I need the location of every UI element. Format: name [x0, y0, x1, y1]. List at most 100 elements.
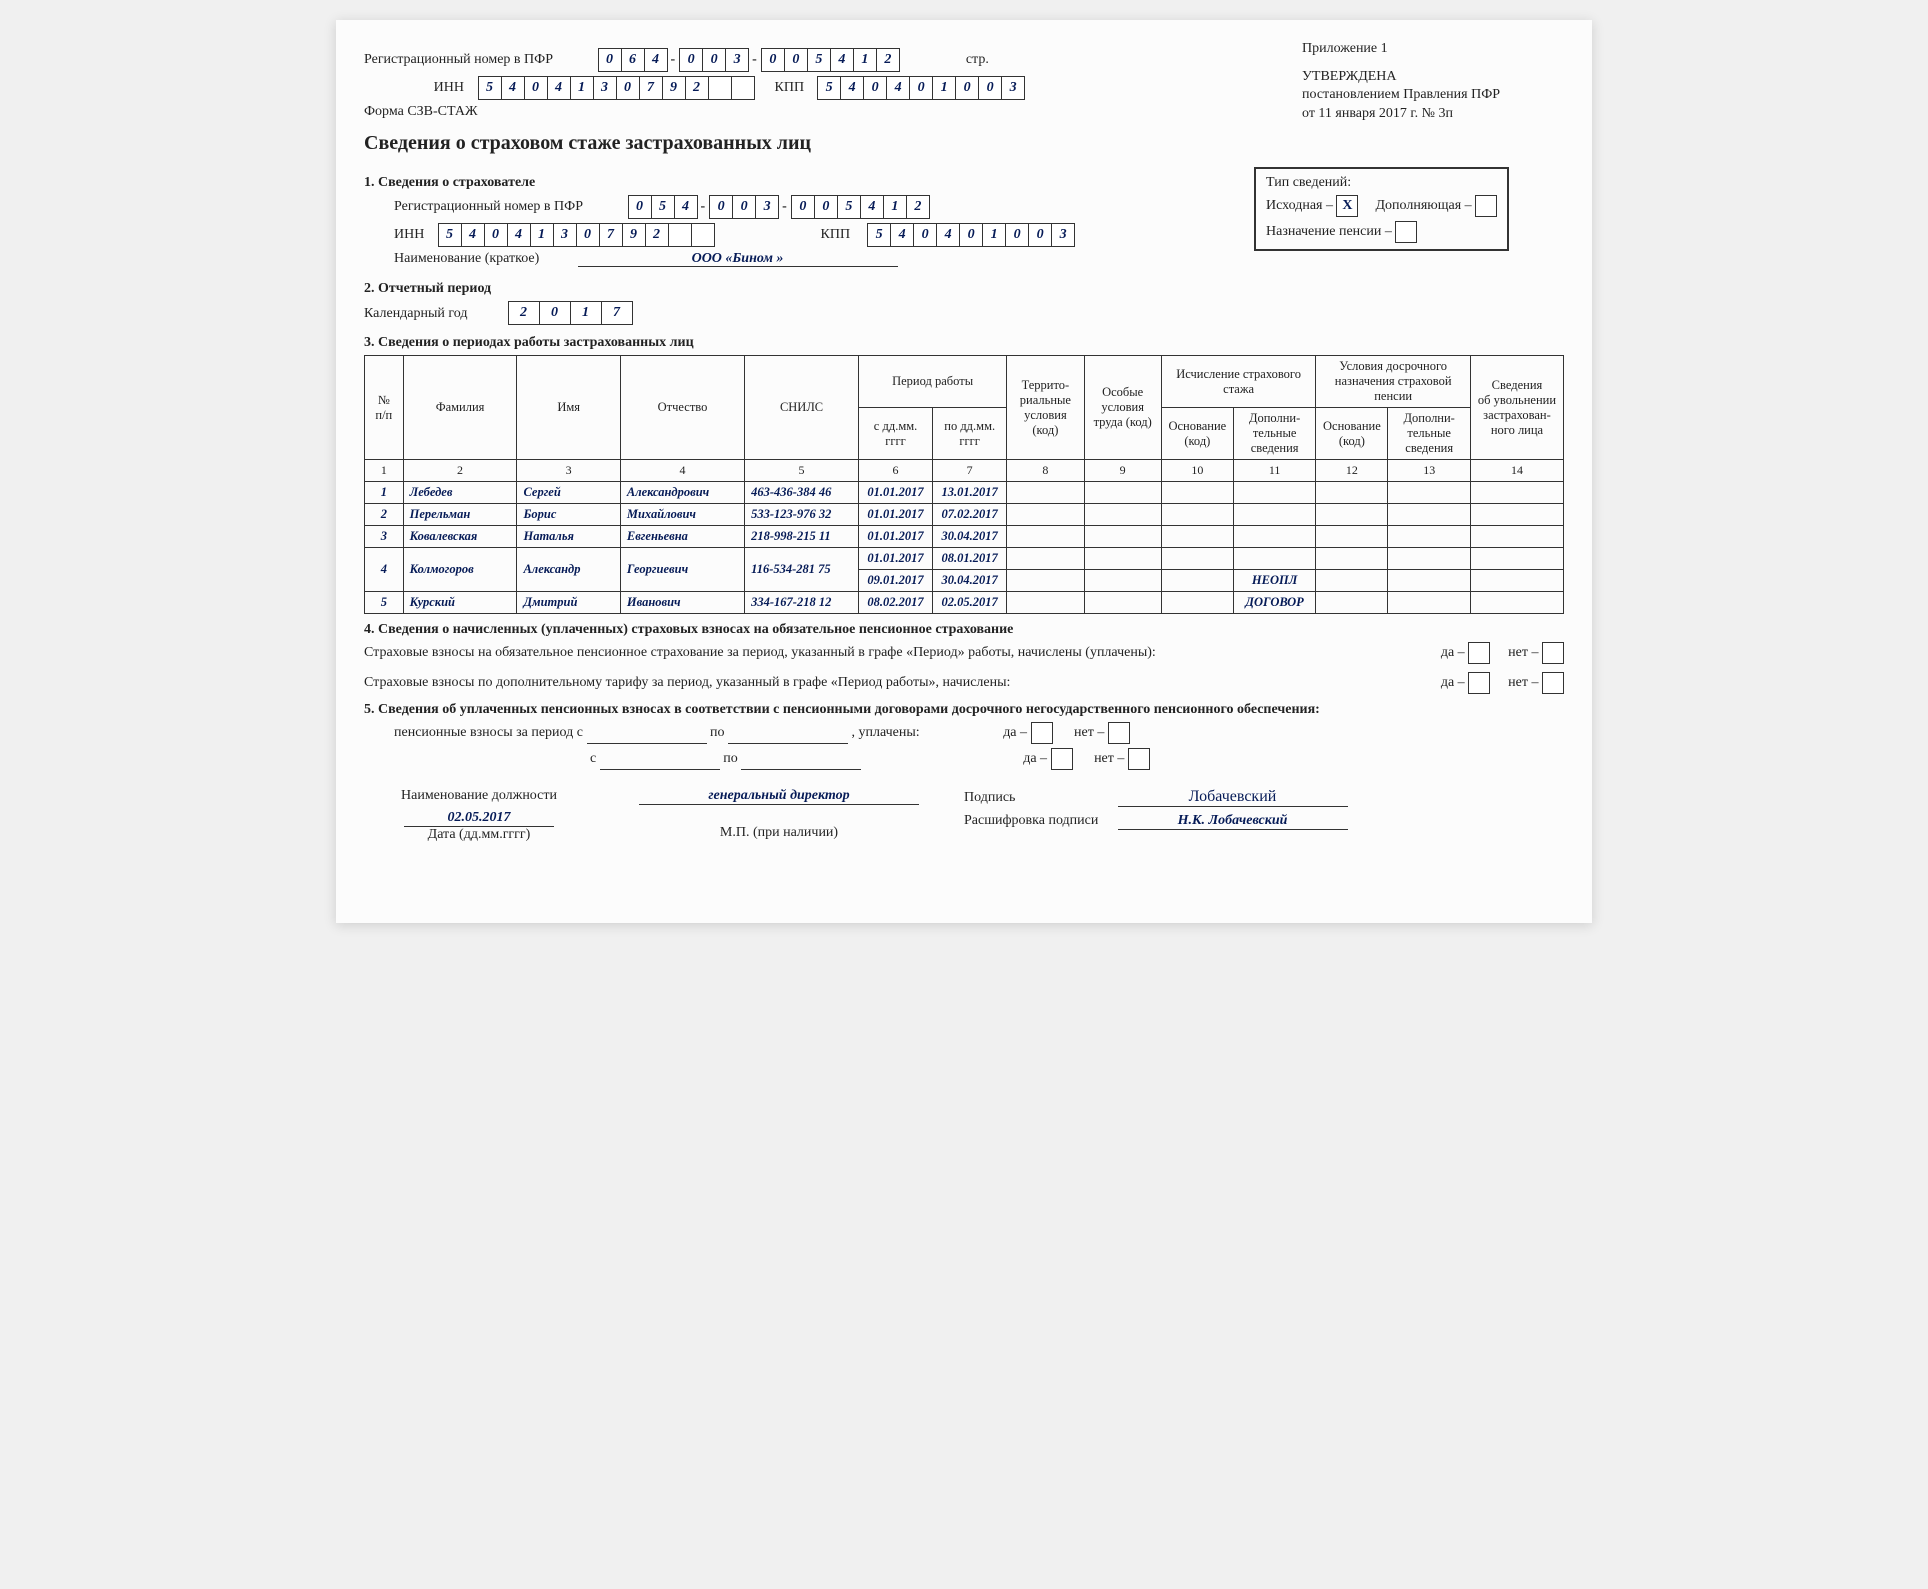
th-terr: Террито- риальные условия (код) — [1007, 356, 1084, 460]
digit-cell: 1 — [570, 301, 602, 325]
digit-cell: 0 — [909, 76, 933, 100]
digit-cell: 0 — [576, 223, 600, 247]
th-fam: Фамилия — [403, 356, 517, 460]
s4-line2: Страховые взносы по дополнительному тари… — [364, 675, 1423, 691]
dopol-checkbox[interactable] — [1475, 195, 1497, 217]
digit-cell: 3 — [553, 223, 577, 247]
digit-cell: 0 — [598, 48, 622, 72]
digit-cell: 0 — [863, 76, 887, 100]
digit-cell: 3 — [1051, 223, 1075, 247]
digit-cell: 7 — [601, 301, 633, 325]
page-title: Сведения о страховом стаже застрахованны… — [364, 132, 1564, 155]
col-num: 6 — [858, 460, 932, 482]
insurer-regpfr-cells: 054-003-005412 — [628, 199, 929, 214]
digit-cell: 0 — [524, 76, 548, 100]
th-name: Имя — [517, 356, 620, 460]
digit-cell: 0 — [913, 223, 937, 247]
digit-cell: . — [668, 223, 692, 247]
th-to: по дд.мм. гггг — [933, 408, 1007, 460]
digit-cell: 5 — [807, 48, 831, 72]
section4-header: 4. Сведения о начисленных (уплаченных) с… — [364, 622, 1564, 638]
digit-cell: 2 — [508, 301, 540, 325]
col-num: 9 — [1084, 460, 1161, 482]
s5-l1-da[interactable] — [1031, 722, 1053, 744]
nazn-checkbox[interactable] — [1395, 221, 1417, 243]
digit-cell: 4 — [936, 223, 960, 247]
digit-cell: 5 — [478, 76, 502, 100]
col-num: 10 — [1161, 460, 1233, 482]
digit-cell: 1 — [982, 223, 1006, 247]
pens-to2-field[interactable] — [741, 754, 861, 770]
col-num: 13 — [1388, 460, 1471, 482]
ishod-checkbox[interactable]: X — [1336, 195, 1358, 217]
col-num: 3 — [517, 460, 620, 482]
date-label: Дата (дд.мм.гггг) — [364, 827, 594, 843]
digit-cell: 3 — [725, 48, 749, 72]
pens-from-field[interactable] — [587, 728, 707, 744]
digit-cell: 5 — [438, 223, 462, 247]
section5-header: 5. Сведения об уплаченных пенсионных взн… — [364, 702, 1564, 718]
th-snils: СНИЛС — [745, 356, 859, 460]
decree-date: от 11 января 2017 г. № 3п — [1302, 105, 1562, 123]
s5-l2-net[interactable] — [1128, 748, 1150, 770]
digit-cell: 1 — [883, 195, 907, 219]
th-fire: Сведения об увольнении застрахован- ного… — [1470, 356, 1563, 460]
dopol-label: Дополняющая – — [1375, 198, 1471, 213]
th-osn2: Основание (код) — [1316, 408, 1388, 460]
s4-l1-net[interactable] — [1542, 642, 1564, 664]
th-dop2: Дополни- тельные сведения — [1388, 408, 1471, 460]
info-type-box: Тип сведений: Исходная – X Дополняющая –… — [1254, 167, 1509, 251]
th-osn1: Основание (код) — [1161, 408, 1233, 460]
signature-value: Лобачевский — [1118, 788, 1348, 807]
nazn-label: Назначение пенсии – — [1266, 224, 1392, 239]
digit-cell: 4 — [501, 76, 525, 100]
digit-cell: 2 — [685, 76, 709, 100]
digit-cell: 2 — [906, 195, 930, 219]
s4-l1-da[interactable] — [1468, 642, 1490, 664]
ishod-label: Исходная – — [1266, 198, 1333, 213]
sign-label: Подпись — [964, 790, 1114, 806]
digit-cell: 0 — [616, 76, 640, 100]
digit-cell: 0 — [484, 223, 508, 247]
kpp-label: КПП — [775, 80, 805, 95]
date-value: 02.05.2017 — [404, 810, 554, 827]
digit-cell: 7 — [639, 76, 663, 100]
insurer-kpp-cells: 540401003 — [867, 227, 1074, 242]
form-page: Приложение 1 УТВЕРЖДЕНА постановлением П… — [336, 20, 1592, 923]
s5-l1-net[interactable] — [1108, 722, 1130, 744]
insurer-regpfr-label: Регистрационный номер в ПФР — [394, 199, 624, 215]
col-num: 11 — [1233, 460, 1316, 482]
digit-cell: 0 — [1005, 223, 1029, 247]
digit-cell: 4 — [674, 195, 698, 219]
digit-cell: . — [731, 76, 755, 100]
table-row: 2ПерельманБорисМихайлович533-123-976 320… — [365, 504, 1564, 526]
periods-table: № п/п Фамилия Имя Отчество СНИЛС Период … — [364, 355, 1564, 614]
section1-header: 1. Сведения о страхователе — [364, 175, 1224, 191]
digit-cell: 4 — [547, 76, 571, 100]
digit-cell: 1 — [853, 48, 877, 72]
table-row: 5КурскийДмитрийИванович334-167-218 1208.… — [365, 592, 1564, 614]
digit-cell: 1 — [932, 76, 956, 100]
th-n: № п/п — [365, 356, 404, 460]
digit-cell: 5 — [867, 223, 891, 247]
sign-decode-label: Расшифровка подписи — [964, 813, 1114, 829]
reg-pfr-label: Регистрационный номер в ПФР — [364, 52, 594, 68]
short-name-label: Наименование (краткое) — [394, 251, 574, 267]
position-value: генеральный директор — [639, 788, 919, 805]
digit-cell: 4 — [890, 223, 914, 247]
s4-l2-net[interactable] — [1542, 672, 1564, 694]
digit-cell: 0 — [978, 76, 1002, 100]
insurer-kpp-label: КПП — [821, 227, 851, 242]
digit-cell: 0 — [784, 48, 808, 72]
pens-to-field[interactable] — [728, 728, 848, 744]
info-type-label: Тип сведений: — [1266, 175, 1497, 191]
cal-year-label: Календарный год — [364, 306, 504, 322]
digit-cell: 4 — [860, 195, 884, 219]
pens-from2-field[interactable] — [600, 754, 720, 770]
mp-label: М.П. (при наличии) — [614, 825, 944, 841]
reg-pfr-cells: 064-003-005412 — [598, 52, 899, 67]
s5-l2-da[interactable] — [1051, 748, 1073, 770]
s4-l2-da[interactable] — [1468, 672, 1490, 694]
col-num: 8 — [1007, 460, 1084, 482]
table-row: 3КовалевскаяНатальяЕвгеньевна218-998-215… — [365, 526, 1564, 548]
